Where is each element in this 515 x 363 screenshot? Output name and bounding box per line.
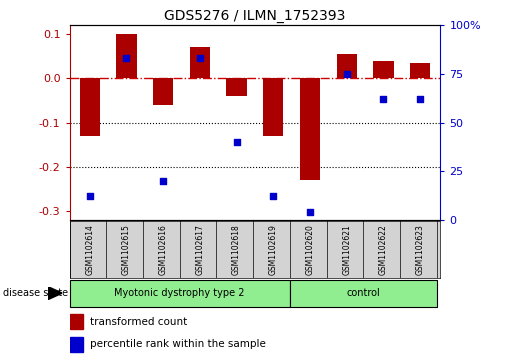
Point bbox=[269, 193, 278, 199]
Text: GSM1102614: GSM1102614 bbox=[85, 224, 94, 275]
Bar bbox=[300, 78, 320, 180]
Title: GDS5276 / ILMN_1752393: GDS5276 / ILMN_1752393 bbox=[164, 9, 346, 23]
Point bbox=[232, 139, 241, 145]
Bar bbox=[337, 54, 357, 78]
Text: GSM1102621: GSM1102621 bbox=[342, 224, 351, 275]
Text: transformed count: transformed count bbox=[90, 317, 187, 327]
Point bbox=[306, 209, 314, 215]
Bar bbox=[116, 34, 136, 78]
Bar bbox=[263, 78, 283, 136]
Bar bbox=[410, 63, 430, 78]
Bar bbox=[70, 280, 290, 307]
Point bbox=[416, 96, 424, 102]
Bar bbox=[153, 78, 173, 105]
Text: GSM1102617: GSM1102617 bbox=[195, 224, 204, 275]
Text: GSM1102622: GSM1102622 bbox=[379, 224, 388, 275]
Point bbox=[196, 56, 204, 61]
Point bbox=[159, 178, 167, 184]
Text: control: control bbox=[347, 288, 380, 298]
Point bbox=[342, 71, 351, 77]
Bar bbox=[190, 48, 210, 78]
Text: GSM1102623: GSM1102623 bbox=[416, 224, 425, 275]
Point bbox=[85, 193, 94, 199]
Bar bbox=[70, 314, 82, 329]
Point bbox=[380, 96, 388, 102]
Bar bbox=[70, 337, 82, 352]
Bar bbox=[373, 61, 393, 78]
Text: GSM1102619: GSM1102619 bbox=[269, 224, 278, 275]
Text: GSM1102615: GSM1102615 bbox=[122, 224, 131, 275]
Bar bbox=[80, 78, 100, 136]
Text: disease state: disease state bbox=[3, 288, 67, 298]
Bar bbox=[227, 78, 247, 96]
Text: percentile rank within the sample: percentile rank within the sample bbox=[90, 339, 266, 349]
Text: GSM1102620: GSM1102620 bbox=[305, 224, 315, 275]
Polygon shape bbox=[48, 287, 62, 300]
Bar bbox=[290, 280, 437, 307]
Text: GSM1102616: GSM1102616 bbox=[159, 224, 168, 275]
Text: Myotonic dystrophy type 2: Myotonic dystrophy type 2 bbox=[114, 288, 245, 298]
Text: GSM1102618: GSM1102618 bbox=[232, 224, 241, 275]
Point bbox=[122, 56, 130, 61]
